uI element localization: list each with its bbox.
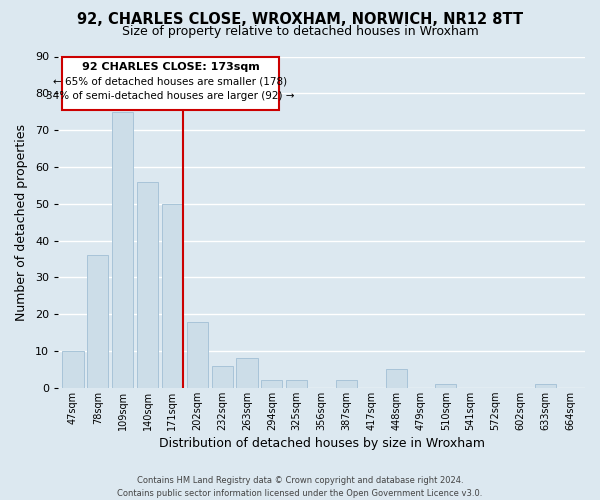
Bar (62, 351, 83, 388)
Text: 34% of semi-detached houses are larger (92) →: 34% of semi-detached houses are larger (… (46, 92, 295, 102)
Bar (137, 182, 158, 388)
FancyBboxPatch shape (62, 56, 279, 110)
Bar (535, 384, 556, 388)
Bar (112, 112, 133, 388)
Bar (212, 366, 233, 388)
Bar (435, 384, 457, 388)
Text: 92, CHARLES CLOSE, WROXHAM, NORWICH, NR12 8TT: 92, CHARLES CLOSE, WROXHAM, NORWICH, NR1… (77, 12, 523, 28)
Bar (286, 380, 307, 388)
X-axis label: Distribution of detached houses by size in Wroxham: Distribution of detached houses by size … (158, 437, 485, 450)
Bar (236, 358, 257, 388)
Text: 92 CHARLES CLOSE: 173sqm: 92 CHARLES CLOSE: 173sqm (82, 62, 259, 72)
Bar (88, 256, 109, 388)
Bar (261, 380, 283, 388)
Text: ← 65% of detached houses are smaller (178): ← 65% of detached houses are smaller (17… (53, 76, 287, 86)
Bar (162, 204, 183, 388)
Bar (336, 380, 357, 388)
Text: Size of property relative to detached houses in Wroxham: Size of property relative to detached ho… (122, 24, 478, 38)
Bar (386, 370, 407, 388)
Bar (187, 322, 208, 388)
Text: Contains HM Land Registry data © Crown copyright and database right 2024.
Contai: Contains HM Land Registry data © Crown c… (118, 476, 482, 498)
Y-axis label: Number of detached properties: Number of detached properties (15, 124, 28, 320)
